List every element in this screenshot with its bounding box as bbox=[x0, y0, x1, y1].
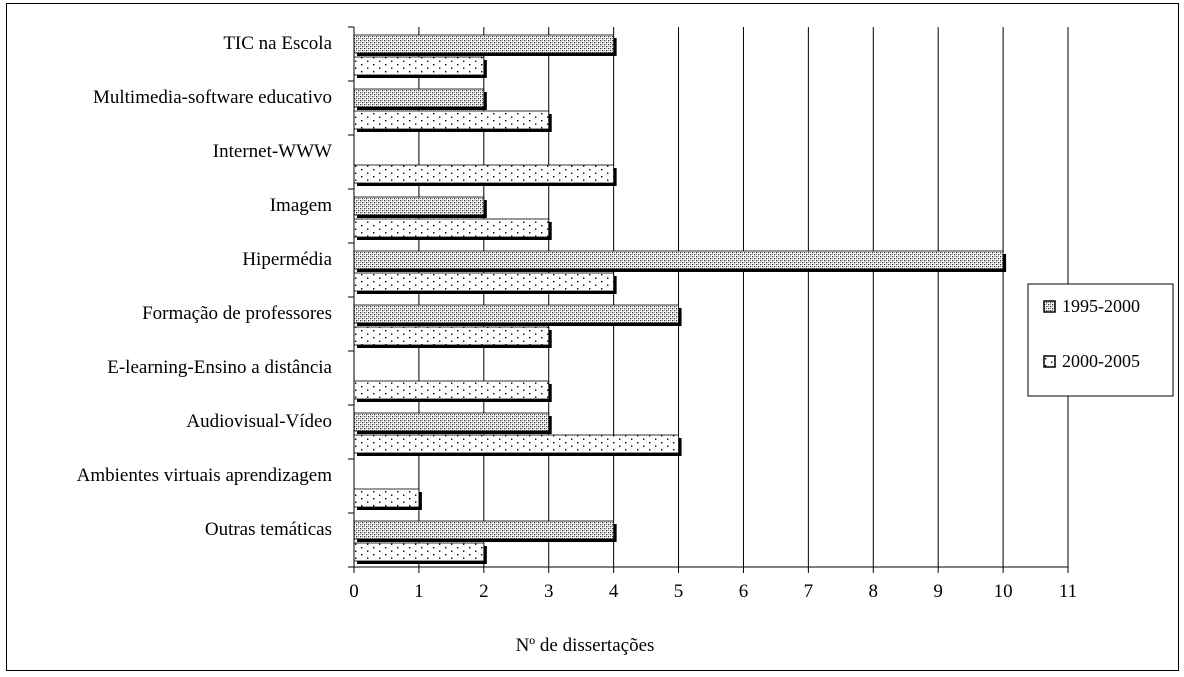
bar-1995-2000 bbox=[353, 34, 615, 54]
bar-2000-2005 bbox=[353, 488, 420, 508]
category-label: Formação de professores bbox=[142, 303, 332, 324]
legend: 1995-2000 2000-2005 bbox=[1027, 283, 1174, 397]
chart-frame bbox=[6, 3, 1179, 671]
category-label: Ambientes virtuais aprendizagem bbox=[77, 465, 333, 486]
category-label: TIC na Escola bbox=[223, 33, 332, 54]
category-label: E-learning-Ensino a distância bbox=[107, 357, 332, 378]
category-label: Multimedia-software educativo bbox=[93, 87, 332, 108]
x-tick-label: 1 bbox=[414, 581, 424, 602]
bar-2000-2005 bbox=[353, 164, 615, 184]
bar-2000-2005 bbox=[353, 542, 485, 562]
category-label: Hipermédia bbox=[242, 249, 332, 270]
x-tick-label: 8 bbox=[869, 581, 879, 602]
legend-swatch bbox=[1043, 355, 1056, 368]
x-tick-label: 10 bbox=[994, 581, 1013, 602]
bar-2000-2005 bbox=[353, 110, 550, 130]
bar-1995-2000 bbox=[353, 88, 485, 108]
category-label: Internet-WWW bbox=[213, 141, 332, 162]
x-tick-label: 4 bbox=[609, 581, 619, 602]
legend-label: 1995-2000 bbox=[1062, 296, 1140, 316]
labels: 0 1 2 3 4 5 6 7 8 9 10 11 TIC na Escola Multimedia-so… bbox=[77, 33, 1078, 602]
gridlines bbox=[418, 27, 1069, 567]
x-tick-label: 0 bbox=[349, 581, 359, 602]
bar-2000-2005 bbox=[353, 272, 615, 292]
x-tick-label: 2 bbox=[479, 581, 489, 602]
x-tick-label: 9 bbox=[933, 581, 943, 602]
bar-2000-2005 bbox=[353, 434, 679, 454]
bar-1995-2000 bbox=[353, 304, 679, 324]
bar-1995-2000 bbox=[353, 520, 615, 540]
x-tick-label: 6 bbox=[739, 581, 749, 602]
bar-1995-2000 bbox=[353, 250, 1004, 270]
x-axis-title: Nº de dissertações bbox=[516, 635, 655, 656]
category-label: Outras temáticas bbox=[205, 519, 332, 540]
legend-label: 2000-2005 bbox=[1062, 351, 1140, 371]
x-tick-label: 5 bbox=[674, 581, 684, 602]
bar-2000-2005 bbox=[353, 326, 550, 346]
bar-2000-2005 bbox=[353, 218, 550, 238]
axes bbox=[348, 26, 1069, 573]
x-tick-label: 3 bbox=[544, 581, 554, 602]
bar-1995-2000 bbox=[353, 196, 485, 216]
bar-2000-2005 bbox=[353, 56, 485, 76]
bar-1995-2000 bbox=[353, 412, 550, 432]
x-tick-label: 11 bbox=[1059, 581, 1077, 602]
bar-2000-2005 bbox=[353, 380, 550, 400]
bars bbox=[353, 34, 1007, 564]
legend-swatch bbox=[1043, 300, 1056, 313]
category-label: Imagem bbox=[270, 195, 332, 216]
category-label: Audiovisual-Vídeo bbox=[186, 411, 332, 432]
x-tick-label: 7 bbox=[804, 581, 814, 602]
